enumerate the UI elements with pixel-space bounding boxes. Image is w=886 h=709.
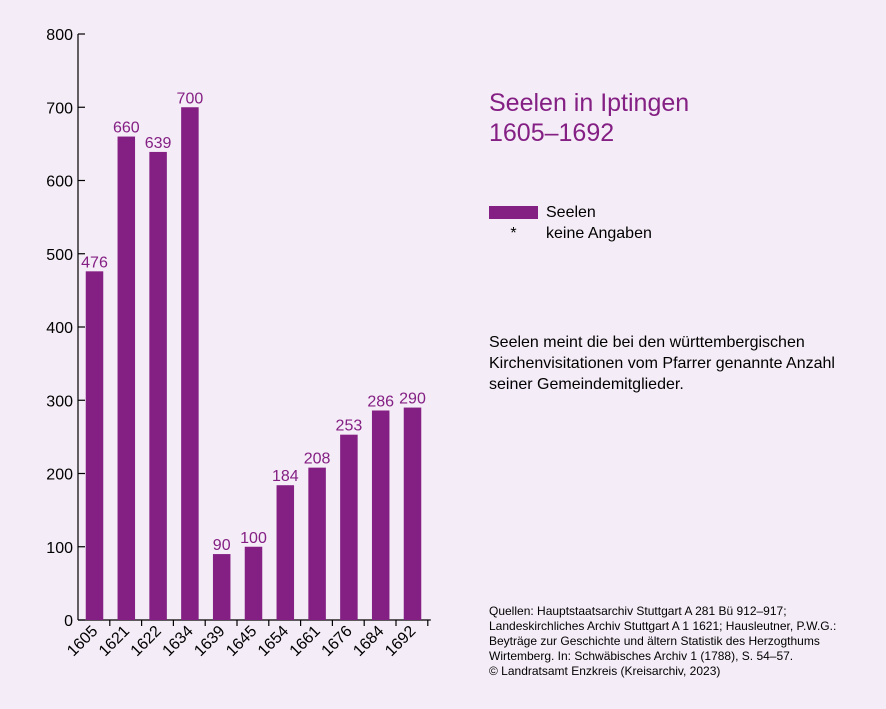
- data-label: 90: [213, 537, 231, 554]
- x-tick-label: 1661: [287, 623, 324, 660]
- sources-line: Beyträge zur Geschichte und ältern Stati…: [489, 634, 820, 648]
- x-tick-label: 1639: [191, 623, 228, 660]
- bar: [85, 271, 104, 620]
- x-tick-label: 1684: [350, 623, 387, 660]
- copyright-line: © Landratsamt Enzkreis (Kreisarchiv, 202…: [489, 664, 721, 678]
- x-tick-label: 1622: [128, 623, 165, 660]
- data-label: 208: [304, 451, 331, 468]
- chart-title-line1: Seelen in Iptingen: [489, 89, 690, 117]
- y-tick-label: 700: [46, 100, 73, 117]
- data-label: 290: [399, 391, 426, 408]
- y-tick-label: 500: [46, 247, 73, 264]
- x-tick-label: 1634: [160, 623, 197, 660]
- y-tick-label: 0: [64, 613, 73, 630]
- legend-swatch: [489, 206, 538, 219]
- data-label: 100: [240, 530, 267, 547]
- sources-line: Landeskirchliches Archiv Stuttgart A 1 1…: [489, 619, 837, 633]
- chart-title-line2: 1605–1692: [489, 119, 615, 147]
- data-label: 286: [367, 394, 394, 411]
- sources-block: Quellen: Hauptstaatsarchiv Stuttgart A 2…: [489, 604, 884, 679]
- y-tick-label: 600: [46, 174, 73, 191]
- bar: [371, 410, 390, 620]
- bar: [244, 546, 263, 620]
- bar: [276, 485, 295, 620]
- x-tick-label: 1676: [319, 623, 356, 660]
- data-label: 700: [177, 90, 204, 107]
- bar: [117, 136, 136, 621]
- legend-item-seelen: Seelen: [489, 202, 652, 223]
- asterisk-icon: *: [510, 224, 517, 242]
- y-tick-label: 400: [46, 320, 73, 337]
- chart-title: Seelen in Iptingen 1605–1692: [489, 88, 689, 148]
- legend-item-missing: * keine Angaben: [489, 223, 652, 244]
- y-tick-label: 300: [46, 393, 73, 410]
- x-tick-label: 1621: [96, 623, 133, 660]
- x-tick-label: 1692: [382, 623, 419, 660]
- definition-note: Seelen meint die bei den württembergisch…: [489, 334, 835, 393]
- y-tick-label: 800: [46, 27, 73, 44]
- bar: [308, 467, 326, 620]
- legend-label-missing: keine Angaben: [546, 224, 652, 242]
- bar-chart: 0100200300400500600700800476160566016216…: [46, 27, 431, 660]
- data-label: 184: [272, 468, 299, 485]
- legend: Seelen * keine Angaben: [489, 202, 652, 244]
- sources-line: Wirtemberg. In: Schwäbisches Archiv 1 (1…: [489, 649, 794, 663]
- data-label: 476: [81, 254, 108, 271]
- bar: [181, 107, 199, 620]
- sources-line: Quellen: Hauptstaatsarchiv Stuttgart A 2…: [489, 604, 787, 618]
- data-label: 253: [336, 418, 363, 435]
- data-label: 639: [145, 135, 172, 152]
- bar: [212, 554, 231, 620]
- bar: [340, 434, 358, 620]
- bar: [149, 151, 167, 620]
- y-tick-label: 200: [46, 467, 73, 484]
- x-tick-label: 1654: [255, 623, 292, 660]
- bar: [403, 407, 422, 620]
- data-label: 660: [113, 120, 140, 137]
- legend-label-seelen: Seelen: [546, 203, 596, 221]
- y-tick-label: 100: [46, 540, 73, 557]
- x-tick-label: 1645: [223, 623, 260, 660]
